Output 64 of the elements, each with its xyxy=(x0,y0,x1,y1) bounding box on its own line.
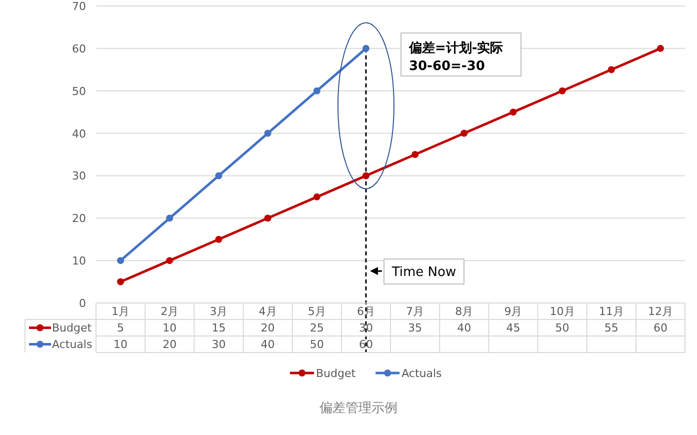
data-label: 45 xyxy=(506,322,520,334)
data-label: 40 xyxy=(260,338,275,351)
y-tick-label: 30 xyxy=(72,170,86,183)
y-tick-label: 60 xyxy=(72,42,86,56)
y-tick-label: 50 xyxy=(72,84,86,98)
text: Budget xyxy=(316,367,356,380)
x-tick-label: 2月 xyxy=(160,305,179,318)
point xyxy=(117,257,124,264)
legend-label: Actuals xyxy=(52,338,92,351)
data-label: 50 xyxy=(555,322,570,334)
data-label: 30 xyxy=(358,322,373,334)
point xyxy=(510,108,517,116)
point xyxy=(313,87,320,94)
point xyxy=(460,130,468,137)
point xyxy=(558,87,566,94)
point xyxy=(215,172,222,180)
point xyxy=(412,151,419,158)
x-tick-label: 4月 xyxy=(258,305,277,318)
x-tick-label: 7月 xyxy=(406,305,424,318)
y-tick-label: 70 xyxy=(72,0,86,13)
x-tick-label: 6月 xyxy=(356,305,375,318)
data-label: 10 xyxy=(162,322,177,334)
point xyxy=(166,257,174,264)
data-label: 10 xyxy=(114,338,128,351)
data-label: 15 xyxy=(212,322,226,334)
point xyxy=(608,66,615,74)
point xyxy=(215,236,222,243)
point xyxy=(362,172,370,180)
data-label: 60 xyxy=(358,338,373,351)
x-tick-label: 8月 xyxy=(455,305,474,318)
y-tick-label: 20 xyxy=(72,212,86,226)
data-label: 30 xyxy=(212,338,226,351)
data-label: 20 xyxy=(260,322,275,334)
data-label: 25 xyxy=(310,322,324,334)
y-tick-label: 40 xyxy=(72,127,86,140)
point xyxy=(117,278,124,286)
x-tick-label: 5月 xyxy=(308,305,326,318)
x-tick-label: 9月 xyxy=(504,305,522,318)
point xyxy=(362,44,370,52)
x-tick-label: 11月 xyxy=(598,305,624,318)
legend-label: Budget xyxy=(52,322,92,334)
y-tick-label: 0 xyxy=(79,297,86,310)
x-tick-label: 3月 xyxy=(210,305,228,318)
point xyxy=(656,44,664,52)
x-tick-label: 12月 xyxy=(648,305,673,318)
text: Actuals xyxy=(402,367,442,380)
point xyxy=(166,214,174,222)
text: 偏差管理示例 xyxy=(320,401,398,416)
data-label: 5 xyxy=(117,322,124,334)
data-label: 60 xyxy=(653,322,668,334)
ref-line-label: Time Now xyxy=(390,265,456,280)
annotation: 偏差=计划-实际 xyxy=(408,40,504,56)
point xyxy=(264,214,272,222)
data-label: 55 xyxy=(604,322,618,334)
point xyxy=(264,130,272,137)
data-label: 35 xyxy=(408,322,422,334)
data-label: 50 xyxy=(310,338,324,351)
data-label: 20 xyxy=(162,338,177,351)
data-label: 40 xyxy=(457,322,472,334)
point xyxy=(313,193,320,200)
y-tick-label: 10 xyxy=(72,254,86,268)
annotation: 30-60=-30 xyxy=(408,59,485,74)
x-tick-label: 1月 xyxy=(112,305,130,318)
x-tick-label: 10月 xyxy=(550,305,575,318)
